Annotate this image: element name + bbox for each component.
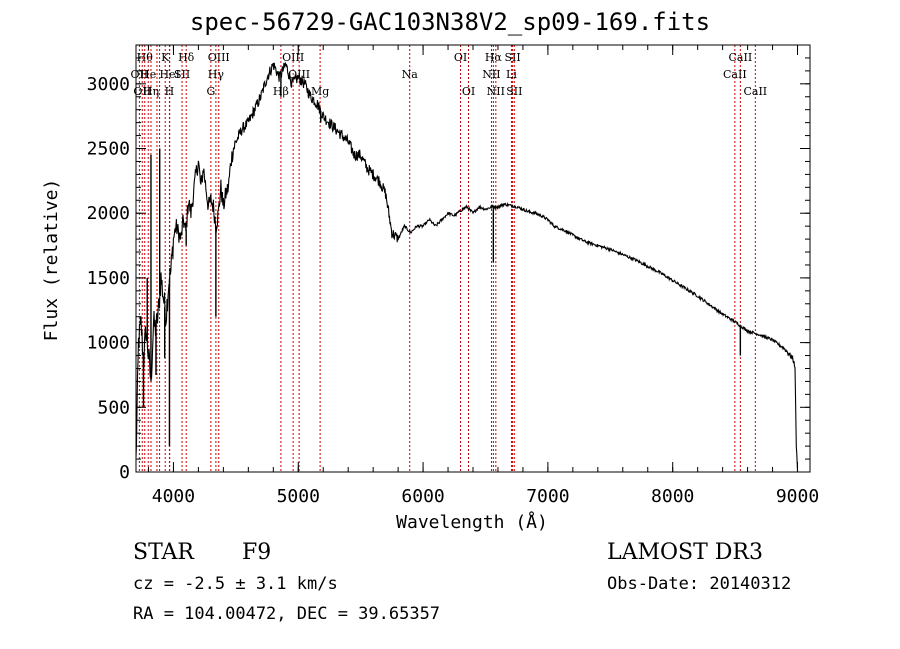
x-tick-label: 4000: [152, 486, 195, 507]
spectral-line-label: CaII: [743, 85, 767, 98]
spectrum-group: [135, 61, 799, 471]
spectral-line-label: Na: [402, 68, 419, 81]
x-axis-label: Wavelength (Å): [396, 511, 548, 533]
spectral-line-label: OIII: [282, 51, 304, 64]
spectral-line-label: Hθ: [137, 51, 154, 64]
spectral-line-label: G: [206, 85, 215, 98]
spectral-line-label: Hη: [143, 85, 159, 98]
x-tick-label: 6000: [401, 486, 444, 507]
spectral-line-label: OI: [454, 51, 467, 64]
x-tick-label: 7000: [526, 486, 569, 507]
ra-dec-value: RA = 104.00472, DEC = 39.65357: [133, 604, 441, 624]
spectral-line-label: Hα: [485, 51, 503, 64]
spectral-line-label: Mg: [311, 85, 329, 98]
line-labels-group: OIIOIIHθHeHηKHHeISIIHδGHγOIIIHβOIIIOIIIM…: [131, 51, 768, 98]
survey-label: LAMOST DR3: [607, 540, 763, 565]
y-tick-label: 500: [97, 397, 130, 418]
spectral-line-label: Hγ: [208, 68, 225, 81]
y-tick-label: 1500: [87, 268, 130, 289]
spectral-line-label: SII: [174, 68, 190, 81]
y-tick-label: 1000: [87, 333, 130, 354]
x-tick-label: 5000: [277, 486, 320, 507]
spectrum-line: [135, 61, 799, 471]
y-tick-label: 2500: [87, 139, 130, 160]
spectral-line-label: H: [165, 85, 175, 98]
spectral-line-label: OI: [462, 85, 475, 98]
y-tick-label: 0: [119, 462, 130, 483]
spectral-line-markers: [138, 45, 756, 472]
spectral-line-label: Hβ: [273, 85, 289, 98]
spectral-line-label: CaII: [729, 51, 753, 64]
y-axis-label: Flux (relative): [41, 179, 62, 342]
spectral-line-label: NII: [482, 68, 500, 81]
y-tick-label: 3000: [87, 74, 130, 95]
spectral-line-label: SII: [504, 51, 520, 64]
spectral-line-label: He: [140, 68, 156, 81]
x-tick-label: 8000: [651, 486, 694, 507]
spectral-line-label: NII: [487, 85, 505, 98]
spectral-line-label: OIII: [288, 68, 310, 81]
spectral-line-label: OII: [131, 68, 149, 81]
cz-value: cz = -2.5 ± 3.1 km/s: [133, 574, 338, 594]
class-label: STAR: [133, 540, 194, 565]
spectral-line-label: Li: [506, 68, 517, 81]
chart-title: spec-56729-GAC103N38V2_sp09-169.fits: [189, 8, 711, 36]
spectral-line-label: OII: [133, 85, 151, 98]
plot-frame: [135, 44, 811, 473]
spectral-line-label: HeI: [159, 68, 179, 81]
y-tick-label: 2000: [87, 203, 130, 224]
spectral-line-label: CaII: [723, 68, 747, 81]
obs-date: Obs-Date: 20140312: [607, 574, 792, 594]
spectral-line-label: Hδ: [178, 51, 195, 64]
x-tick-label: 9000: [776, 486, 819, 507]
subclass-label: F9: [242, 540, 272, 565]
spectral-line-label: OIII: [208, 51, 230, 64]
spectral-line-label: K: [161, 51, 170, 64]
axes-group: 4000 5000 6000 7000 8000 9000 0 500 1000 1500 2000…: [87, 44, 819, 507]
spectral-line-label: SII: [506, 85, 522, 98]
